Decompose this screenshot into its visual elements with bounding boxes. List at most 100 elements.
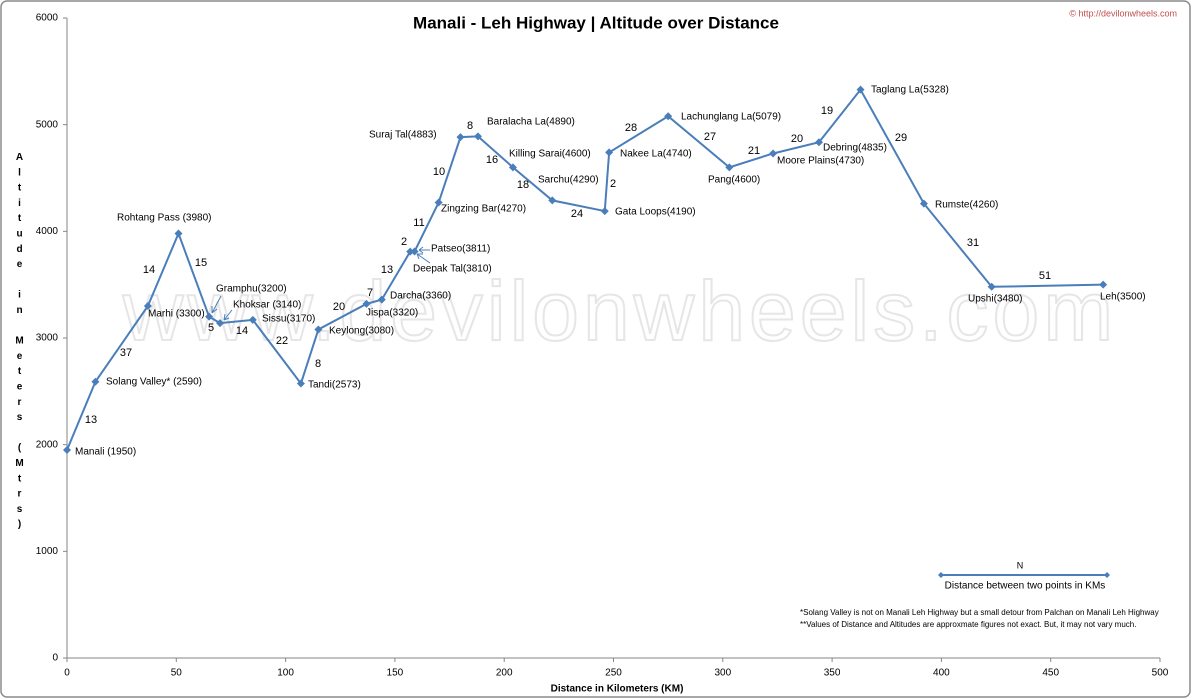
segment-distance: 22	[276, 335, 288, 347]
x-tick-label: 100	[277, 668, 294, 679]
point-marker	[216, 319, 225, 328]
point-label: Gramphu(3200)	[216, 284, 287, 295]
x-tick-label: 50	[171, 668, 183, 679]
segment-distance: 5	[208, 322, 214, 334]
point-marker	[508, 163, 517, 172]
point-label: Lachunglang La(5079)	[681, 112, 781, 123]
y-tick-label: 3000	[36, 333, 59, 344]
point-label: Sarchu(4290)	[538, 175, 599, 186]
segment-distance: 20	[333, 301, 345, 313]
point-label: Taglang La(5328)	[871, 85, 949, 96]
x-tick-label: 400	[933, 668, 950, 679]
y-tick-label: 0	[52, 653, 58, 664]
segment-distance: 8	[467, 120, 473, 132]
point-marker	[600, 207, 609, 216]
point-label: Solang Valley* (2590)	[106, 377, 202, 388]
segment-distance: 29	[895, 132, 907, 144]
point-marker	[248, 315, 257, 324]
point-marker	[410, 247, 419, 256]
point-marker	[664, 112, 673, 121]
footnote: *Solang Valley is not on Manali Leh High…	[800, 608, 1159, 617]
point-label: Moore Plains(4730)	[777, 156, 864, 167]
point-marker	[314, 325, 323, 334]
footnote: **Values of Distance and Altitudes are a…	[800, 620, 1136, 629]
point-marker	[205, 312, 214, 321]
segment-distance: 14	[143, 264, 155, 276]
source: © http://devilonwheels.com	[1069, 8, 1177, 18]
point-label: Sissu(3170)	[262, 314, 315, 325]
x-tick-label: 0	[64, 668, 70, 679]
segment-distance: 27	[704, 131, 716, 143]
point-marker	[814, 138, 823, 147]
point-marker	[456, 133, 465, 142]
point-label: Suraj Tal(4883)	[369, 130, 437, 141]
x-tick-label: 250	[605, 668, 622, 679]
point-label: Rumste(4260)	[935, 200, 998, 211]
point-label: Killing Sarai(4600)	[509, 149, 591, 160]
watermark: www.devilonwheels.com	[122, 264, 1117, 358]
point-label: Nakee La(4740)	[620, 149, 692, 160]
segment-distance: 13	[381, 264, 393, 276]
point-marker	[856, 85, 865, 94]
point-label: Debring(4835)	[823, 143, 887, 154]
y-tick-label: 6000	[36, 13, 59, 24]
segment-distance: 28	[625, 122, 637, 134]
segment-distance: 24	[571, 208, 583, 220]
y-tick-label: 4000	[36, 226, 59, 237]
segment-distance: 20	[791, 133, 803, 145]
y-axis-title: Altitude in Meters (Mtrs)	[14, 152, 25, 535]
point-label: Baralacha La(4890)	[487, 117, 575, 128]
y-tick-label: 5000	[36, 119, 59, 130]
point-label: Deepak Tal(3810)	[413, 264, 492, 275]
segment-distance: 2	[401, 236, 407, 248]
segment-distance: 19	[821, 105, 833, 117]
point-label: Keylong(3080)	[329, 326, 394, 337]
point-marker	[174, 229, 183, 238]
segment-distance: 16	[486, 154, 498, 166]
segment-distance: 51	[1039, 270, 1051, 282]
point-label: Khoksar (3140)	[233, 300, 301, 311]
point-label: Darcha(3360)	[390, 291, 451, 302]
point-marker	[91, 377, 100, 386]
segment-distance: 13	[85, 414, 97, 426]
segment-distance: 31	[967, 237, 979, 249]
point-marker	[143, 302, 152, 310]
segment-distance: 8	[315, 358, 321, 370]
point-label: Jispa(3320)	[366, 308, 418, 319]
legend-text: Distance between two points in KMs	[945, 581, 1106, 592]
point-label: Pang(4600)	[708, 175, 760, 186]
point-marker	[605, 148, 614, 157]
point-label: Patseo(3811)	[431, 244, 490, 255]
pointer-arrows	[211, 246, 431, 321]
x-tick-label: 200	[496, 668, 513, 679]
point-marker	[362, 299, 371, 308]
segment-distance: 11	[413, 217, 424, 229]
point-label: Manali (1950)	[75, 447, 136, 458]
point-label: Zingzing Bar(4270)	[441, 204, 526, 215]
point-label: Upshi(3480)	[968, 294, 1022, 305]
point-label: Leh(3500)	[1100, 292, 1146, 303]
point-marker	[296, 379, 305, 388]
x-axis-title: Distance in Kilometers (KM)	[551, 684, 684, 695]
y-tick-label: 1000	[36, 546, 59, 557]
point-marker	[406, 247, 415, 256]
y-tick-label: 2000	[36, 439, 59, 450]
x-tick-label: 350	[824, 668, 841, 679]
point-marker	[1099, 280, 1108, 289]
segment-distance: 10	[433, 166, 445, 178]
x-tick-label: 300	[714, 668, 731, 679]
x-tick-label: 500	[1152, 668, 1169, 679]
point-marker	[769, 149, 778, 158]
segment-distance: 15	[195, 257, 207, 269]
point-marker	[434, 198, 443, 207]
x-tick-label: 150	[387, 668, 404, 679]
point-label: Rohtang Pass (3980)	[117, 213, 212, 224]
segment-distance: 2	[610, 178, 616, 190]
point-label: Marhi (3300)	[148, 309, 205, 320]
segment-distance: 21	[748, 145, 760, 157]
segment-distance: 37	[120, 347, 132, 359]
point-marker	[919, 199, 928, 208]
x-tick-label: 450	[1042, 668, 1059, 679]
